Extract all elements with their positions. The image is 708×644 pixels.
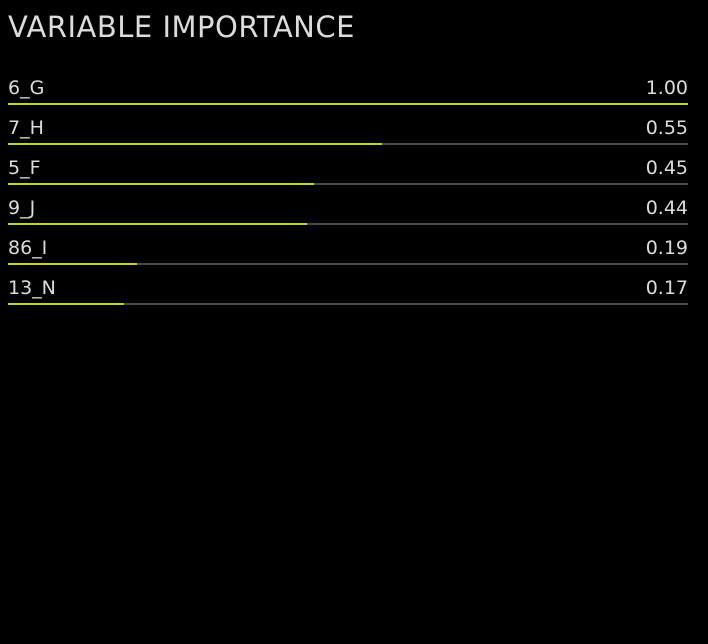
importance-bar-track <box>8 223 688 225</box>
chart-title: VARIABLE IMPORTANCE <box>8 10 355 44</box>
variable-label: 6_G <box>8 77 45 99</box>
importance-bar <box>8 263 137 265</box>
importance-bar <box>8 103 688 105</box>
variable-label: 9_J <box>8 197 36 219</box>
importance-bar <box>8 143 382 145</box>
importance-value-label: 0.19 <box>645 237 688 259</box>
importance-bar <box>8 303 124 305</box>
importance-value-label: 0.45 <box>645 157 688 179</box>
importance-bar-track <box>8 183 688 185</box>
variable-importance-list: 6_G 1.00 7_H 0.55 5_F 0.45 9_J 0.44 86_I 0.19 13_N… <box>8 72 688 312</box>
importance-value-label: 0.55 <box>645 117 688 139</box>
importance-row: 6_G 1.00 <box>8 72 688 112</box>
importance-bar-track <box>8 143 688 145</box>
importance-bar-track <box>8 263 688 265</box>
variable-label: 13_N <box>8 277 56 299</box>
importance-row: 86_I 0.19 <box>8 232 688 272</box>
importance-value-label: 0.44 <box>645 197 688 219</box>
variable-label: 86_I <box>8 237 48 259</box>
importance-row: 7_H 0.55 <box>8 112 688 152</box>
variable-label: 5_F <box>8 157 41 179</box>
importance-bar <box>8 223 307 225</box>
importance-value-label: 1.00 <box>645 77 688 99</box>
importance-row: 13_N 0.17 <box>8 272 688 312</box>
importance-row: 5_F 0.45 <box>8 152 688 192</box>
importance-row: 9_J 0.44 <box>8 192 688 232</box>
importance-bar <box>8 183 314 185</box>
importance-bar-track <box>8 303 688 305</box>
importance-value-label: 0.17 <box>645 277 688 299</box>
variable-label: 7_H <box>8 117 44 139</box>
importance-bar-track <box>8 103 688 105</box>
